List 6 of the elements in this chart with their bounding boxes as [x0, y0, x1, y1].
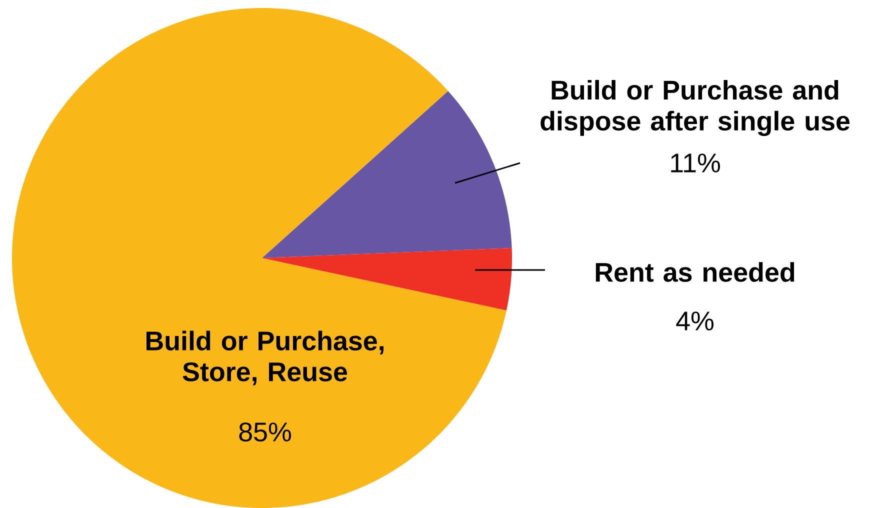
data-label: 11%	[671, 154, 720, 172]
slice-label: Build or Purchase and dispose after single use	[540, 80, 850, 136]
data-label: 85%	[239, 422, 291, 442]
slice-label: Rent as needed	[596, 262, 794, 282]
data-label: 4%	[676, 312, 714, 330]
slice-label: Build or Purchase, Store, Reuse	[146, 330, 384, 386]
